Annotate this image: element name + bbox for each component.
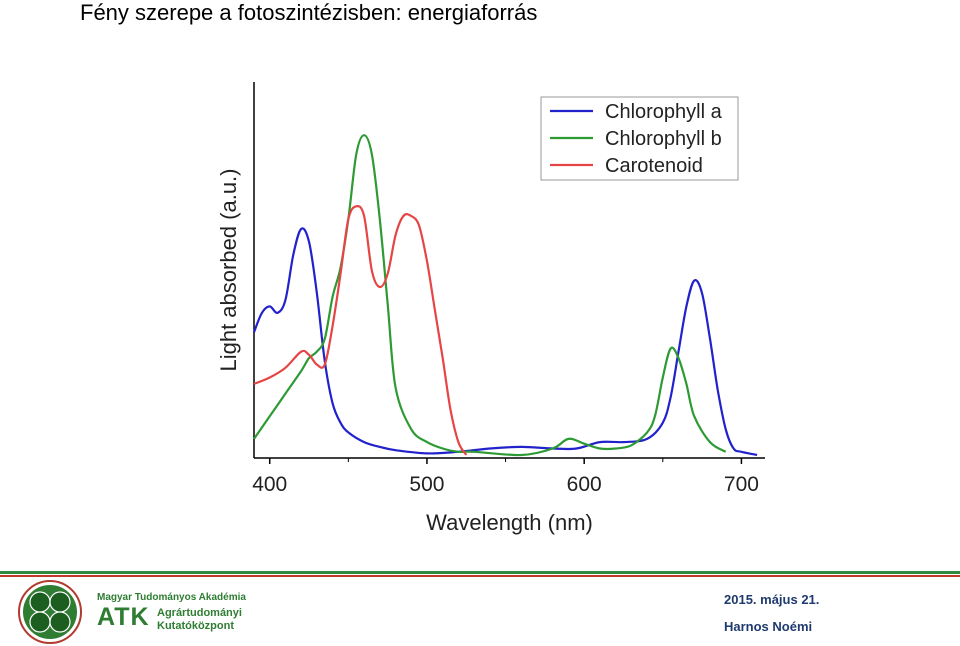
legend-label-chlorophyll-b: Chlorophyll b (605, 128, 722, 150)
footer-divider-red (0, 575, 960, 577)
x-tick-label: 400 (252, 473, 287, 496)
legend-label-carotenoid: Carotenoid (605, 155, 703, 177)
series-line-chlorophyll-b (253, 134, 727, 457)
footer-divider-green (0, 571, 960, 574)
series-line-carotenoid (253, 204, 468, 456)
org-name-small: Magyar Tudományos Akadémia (97, 592, 246, 603)
y-axis-label: Light absorbed (a.u.) (216, 168, 241, 371)
atk-logo-icon (18, 580, 82, 644)
presentation-date: 2015. május 21. (724, 592, 820, 607)
x-tick-label: 600 (567, 473, 602, 496)
org-name-line2: Kutatóközpont (157, 620, 234, 632)
org-acronym: ATK (97, 603, 150, 631)
x-tick-label: 500 (409, 473, 444, 496)
slide-title: Fény szerepe a fotoszintézisben: energia… (80, 0, 538, 25)
series-line-chlorophyll-a (252, 227, 758, 457)
org-name-line1: Agrártudományi (157, 607, 242, 619)
x-axis-label: Wavelength (nm) (426, 510, 593, 535)
legend-label-chlorophyll-a: Chlorophyll a (605, 101, 723, 123)
x-tick-label: 700 (724, 473, 759, 496)
author-name: Harnos Noémi (724, 619, 813, 634)
absorption-spectrum-chart: 400 500 600 700 Wavelength (nm) Light absorbe… (216, 82, 765, 535)
